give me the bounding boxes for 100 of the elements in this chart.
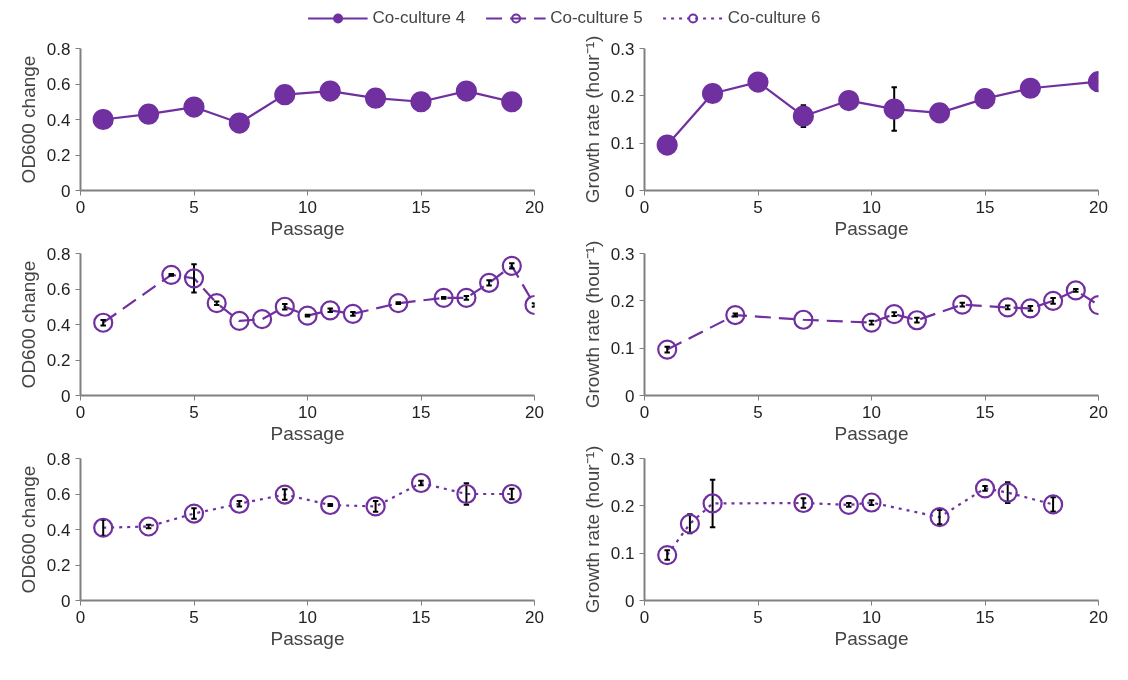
point (229, 493, 250, 514)
point (793, 309, 814, 330)
x-tick-label: 0 (75, 402, 86, 422)
x-tick-label: 15 (411, 607, 431, 627)
point (861, 492, 882, 513)
y-tick-label: 0 (61, 591, 71, 611)
point (138, 516, 159, 537)
x-tick-label: 20 (1089, 197, 1108, 217)
y-tick-label: 0.1 (610, 134, 635, 154)
point (297, 305, 318, 326)
y-axis-title: OD600 change (17, 55, 39, 184)
y-tick-label: 0.4 (46, 520, 71, 540)
x-tick-label: 20 (525, 607, 544, 627)
point (319, 80, 341, 102)
point (161, 264, 182, 285)
y-tick-label: 0.6 (46, 75, 71, 94)
point (501, 483, 522, 505)
y-axis-title: OD600 change (17, 465, 39, 594)
point (93, 517, 114, 538)
x-tick-label: 5 (753, 402, 763, 422)
x-axis-title: Passage (270, 217, 345, 239)
x-tick-label: 10 (862, 402, 881, 422)
x-axis-title: Passage (834, 627, 909, 649)
point (501, 91, 523, 113)
x-tick-label: 5 (189, 402, 199, 422)
point (747, 71, 769, 93)
point (656, 134, 678, 156)
y-tick-label: 0.8 (46, 39, 71, 59)
y-tick-label: 0.8 (46, 244, 71, 264)
point (929, 507, 950, 528)
point (92, 108, 114, 131)
x-tick-label: 20 (1089, 402, 1108, 422)
y-tick-label: 0.3 (610, 39, 635, 59)
point (456, 483, 477, 505)
point (365, 87, 387, 109)
x-axis-title: Passage (270, 422, 345, 444)
y-tick-label: 0 (625, 591, 635, 611)
point (252, 309, 273, 330)
point (997, 297, 1018, 318)
point (183, 268, 205, 289)
point (883, 98, 905, 120)
x-tick-label: 0 (639, 197, 650, 217)
point (320, 300, 341, 321)
point (657, 544, 678, 566)
point (479, 272, 500, 293)
point (792, 105, 814, 127)
point (997, 482, 1018, 503)
point (838, 494, 859, 515)
point (138, 103, 160, 125)
y-tick-label: 0.6 (46, 280, 71, 299)
point (793, 492, 814, 514)
x-tick-label: 15 (975, 607, 995, 627)
point (952, 294, 973, 315)
point (342, 303, 363, 324)
x-tick-label: 10 (298, 402, 317, 422)
x-tick-label: 0 (75, 607, 86, 627)
y-tick-label: 0 (61, 386, 71, 406)
point (228, 112, 250, 134)
x-tick-label: 15 (411, 197, 431, 217)
point (974, 478, 996, 499)
point (183, 503, 205, 524)
y-tick-label: 0.4 (46, 110, 71, 130)
point (861, 312, 882, 333)
y-tick-label: 0.2 (610, 86, 635, 106)
point (229, 310, 250, 332)
legend-label: Co-culture 6 (727, 8, 821, 28)
x-tick-label: 0 (75, 197, 86, 217)
y-tick-label: 0.3 (610, 449, 635, 469)
y-tick-label: 0.2 (610, 496, 635, 516)
point (410, 472, 432, 494)
point (702, 493, 723, 514)
point (1043, 494, 1064, 515)
x-axis-title: Passage (834, 217, 909, 239)
y-tick-label: 0 (61, 181, 71, 201)
point (206, 293, 227, 314)
y-tick-label: 0.2 (46, 556, 71, 575)
x-tick-label: 15 (411, 402, 431, 422)
point (838, 89, 860, 112)
x-tick-label: 10 (298, 607, 317, 627)
point (906, 310, 927, 331)
point (501, 255, 522, 277)
point (365, 496, 386, 517)
y-tick-label: 0.6 (46, 485, 71, 504)
point (433, 287, 454, 308)
y-tick-label: 0.4 (46, 315, 71, 335)
y-tick-label: 0 (625, 386, 635, 406)
y-tick-label: 0.2 (46, 351, 71, 370)
point (657, 339, 678, 360)
point (183, 96, 205, 118)
y-axis-title: OD600 change (17, 260, 39, 389)
x-tick-label: 5 (189, 197, 199, 217)
x-tick-label: 20 (525, 402, 544, 422)
y-tick-label: 0 (625, 181, 635, 201)
y-tick-label: 0.2 (610, 291, 635, 311)
x-tick-label: 5 (753, 197, 763, 217)
point (410, 91, 432, 113)
point (274, 84, 296, 106)
x-axis-title: Passage (834, 422, 909, 444)
point (1065, 280, 1086, 301)
point (456, 287, 477, 308)
